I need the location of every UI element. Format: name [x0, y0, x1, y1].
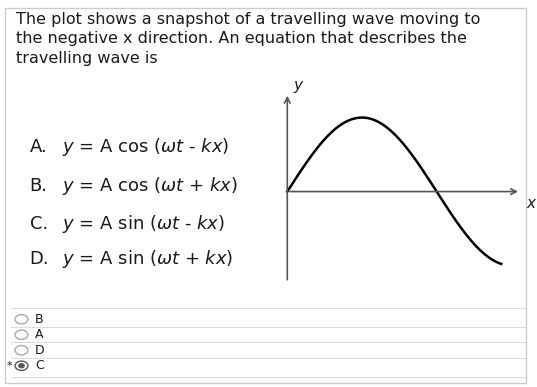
Text: A.: A.: [30, 138, 47, 156]
Text: The plot shows a snapshot of a travelling wave moving to
the negative x directio: The plot shows a snapshot of a travellin…: [16, 12, 481, 66]
Text: $y$ = A cos ($\omega t$ + $kx$): $y$ = A cos ($\omega t$ + $kx$): [62, 175, 238, 197]
Text: B.: B.: [30, 177, 48, 195]
Text: $y$: $y$: [293, 79, 304, 95]
Text: D: D: [35, 344, 45, 357]
Text: D.: D.: [30, 250, 49, 268]
Text: *: *: [6, 361, 12, 371]
Text: $y$ = A sin ($\omega t$ - $kx$): $y$ = A sin ($\omega t$ - $kx$): [62, 214, 224, 235]
Text: $y$ = A cos ($\omega t$ - $kx$): $y$ = A cos ($\omega t$ - $kx$): [62, 136, 229, 158]
Text: C: C: [35, 359, 43, 372]
Text: A: A: [35, 328, 43, 341]
Text: $y$ = A sin ($\omega t$ + $kx$): $y$ = A sin ($\omega t$ + $kx$): [62, 248, 233, 270]
Circle shape: [19, 364, 24, 368]
Text: C.: C.: [30, 216, 48, 233]
Text: B: B: [35, 313, 43, 326]
Text: $x$: $x$: [526, 196, 537, 211]
